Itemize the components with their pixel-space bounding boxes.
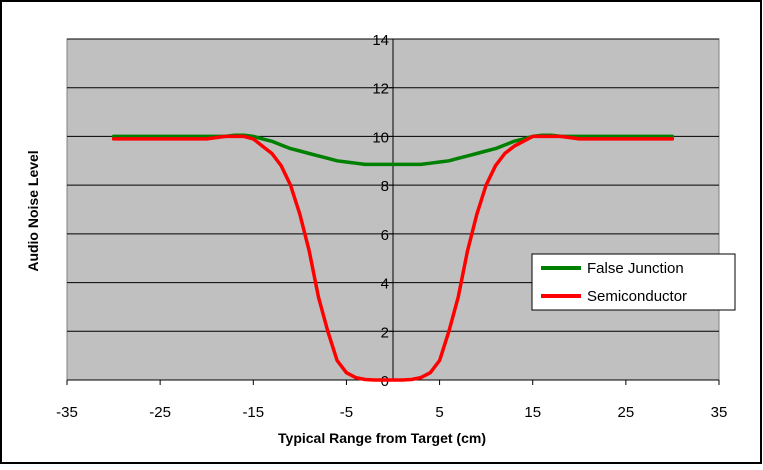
y-tick-label: 8 (381, 178, 389, 195)
x-tick-label: 5 (435, 404, 443, 421)
x-tick-label: -35 (56, 404, 78, 421)
x-tick-label: -5 (340, 404, 353, 421)
x-tick-label: -15 (242, 404, 264, 421)
y-axis-title: Audio Noise Level (25, 150, 41, 271)
y-tick-label: 14 (372, 32, 389, 49)
y-tick-label: 12 (372, 81, 389, 98)
x-axis-title: Typical Range from Target (cm) (278, 430, 486, 446)
x-tick-label: 35 (711, 404, 728, 421)
series-line-semiconductor (111, 134, 675, 382)
legend-label-false-junction: False Junction (587, 260, 684, 277)
series-lines (111, 133, 675, 382)
y-tick-label: 10 (372, 129, 389, 146)
x-tick-label: 25 (618, 404, 635, 421)
x-tick-label: 15 (524, 404, 541, 421)
legend-label-semiconductor: Semiconductor (587, 288, 687, 305)
y-tick-label: 4 (381, 276, 389, 293)
y-tick-label: 2 (381, 324, 389, 341)
x-tick-labels: -35 -25 -15 -5 5 15 25 35 (56, 404, 727, 421)
legend-box (531, 253, 736, 311)
legend: False Junction Semiconductor (531, 253, 736, 311)
x-tick-label: -25 (149, 404, 171, 421)
y-tick-label: 6 (381, 227, 389, 244)
